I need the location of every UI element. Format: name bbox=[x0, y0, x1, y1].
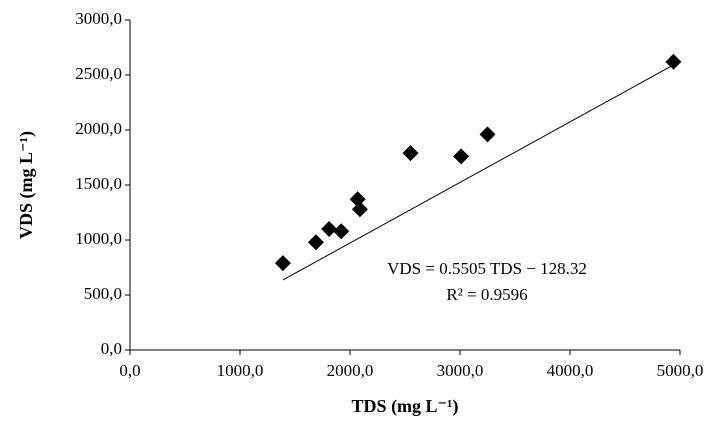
point bbox=[333, 223, 350, 240]
x-tick-label: 0,0 bbox=[119, 361, 140, 380]
y-tick-label: 3000,0 bbox=[75, 9, 122, 28]
x-tick-label: 2000,0 bbox=[327, 361, 374, 380]
y-tick-label: 1000,0 bbox=[75, 229, 122, 248]
x-tick-label: 3000,0 bbox=[437, 361, 484, 380]
y-tick-label: 1500,0 bbox=[75, 174, 122, 193]
point bbox=[274, 255, 291, 272]
y-tick-label: 2500,0 bbox=[75, 64, 122, 83]
point bbox=[665, 53, 682, 70]
x-tick-label: 5000,0 bbox=[657, 361, 704, 380]
y-tick-label: 2000,0 bbox=[75, 119, 122, 138]
x-tick-label: 4000,0 bbox=[547, 361, 594, 380]
trendline bbox=[282, 64, 674, 281]
y-tick-label: 0,0 bbox=[101, 339, 122, 358]
equation: VDS = 0.5505 TDS − 128.32 bbox=[387, 259, 587, 278]
x-axis-label: TDS (mg L⁻¹) bbox=[352, 396, 459, 417]
point bbox=[479, 126, 496, 143]
y-tick-label: 500,0 bbox=[84, 284, 122, 303]
point bbox=[453, 148, 470, 165]
y-axis-label: VDS (mg L⁻¹) bbox=[16, 131, 37, 239]
r-squared: R² = 0.9596 bbox=[446, 285, 527, 304]
point bbox=[321, 221, 338, 237]
point bbox=[307, 234, 324, 251]
point bbox=[351, 201, 368, 218]
point bbox=[402, 145, 419, 162]
x-tick-label: 1000,0 bbox=[217, 361, 264, 380]
